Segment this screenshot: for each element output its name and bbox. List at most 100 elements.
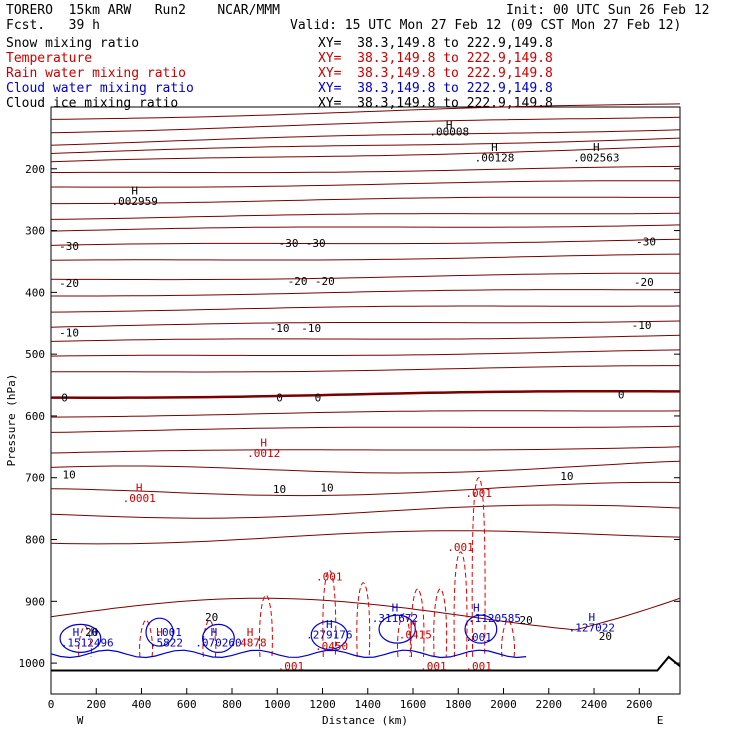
- legend-label: Rain water mixing ratio: [6, 66, 187, 81]
- y-tick-label: 700: [25, 472, 45, 485]
- temperature-label: -30: [636, 236, 656, 249]
- extremum-label: H: [136, 482, 143, 495]
- extremum-label: .1512496: [61, 637, 114, 650]
- temperature-isoline: [50, 349, 681, 357]
- temperature-isoline: [51, 180, 680, 188]
- rain-water-contour: [77, 625, 92, 658]
- extremum-label: H: [491, 141, 498, 154]
- extremum-label: .311672: [372, 612, 418, 625]
- temperature-label: 0: [276, 391, 283, 404]
- x-tick-label: 2600: [626, 698, 653, 711]
- x-tick-label: 1800: [445, 698, 472, 711]
- extremum-label: .0450: [315, 640, 348, 653]
- x-tick-label: 2400: [581, 698, 608, 711]
- temperature-isoline: [51, 289, 680, 297]
- extremum-label: .001: [155, 626, 182, 639]
- temperature-isoline: [50, 116, 681, 134]
- y-axis-label: Pressure (hPa): [5, 374, 18, 467]
- y-tick-label: 500: [25, 348, 45, 361]
- x-tick-label: 1400: [355, 698, 382, 711]
- y-tick-label: 1000: [19, 657, 46, 670]
- temperature-isoline-20: [50, 597, 681, 631]
- extremum-label: H: [410, 618, 417, 631]
- temperature-isoline: [51, 165, 681, 174]
- extremum-label: .0001: [123, 492, 156, 505]
- contour-labels: -30 -30 -30 -30 -20 -20 -20 -20 -10 -10 -10 -10 0 0 0 0…: [59, 118, 656, 673]
- cloud-water-contour: [464, 614, 498, 644]
- rain-water-contour: [471, 477, 486, 657]
- temperature-label: 0: [315, 391, 322, 404]
- temperature-label: -10: [59, 327, 79, 340]
- temperature-isoline: [51, 365, 680, 373]
- temperature-isoline: [50, 504, 681, 519]
- legend-label: Temperature: [6, 51, 93, 66]
- temperature-label: 20: [85, 626, 98, 639]
- extremum-label: H: [593, 141, 600, 154]
- temperature-isoline: [50, 446, 681, 454]
- extremum-label: .4878: [234, 637, 267, 650]
- x-tick-label: 1600: [400, 698, 427, 711]
- temperature-label: -30: [306, 237, 326, 250]
- temperature-isoline: [50, 272, 680, 281]
- valid-time: Valid: 15 UTC Mon 27 Feb 12 (09 CST Mon …: [290, 18, 682, 33]
- extremum-label: .001: [465, 487, 492, 500]
- temperature-contours: [50, 103, 681, 631]
- x-tick-label: 800: [222, 698, 242, 711]
- x-tick-label: 200: [86, 698, 106, 711]
- temperature-isoline: [50, 410, 681, 418]
- temperature-label: -20: [288, 275, 308, 288]
- extremum-label: H: [446, 118, 453, 131]
- extremum-label: H: [588, 611, 595, 624]
- extremum-label: .00128: [475, 152, 515, 165]
- temperature-label: 20: [205, 611, 218, 624]
- extremum-label: .002563: [573, 152, 619, 165]
- x-tick-label: 1200: [309, 698, 336, 711]
- extremum-label: .0012: [247, 447, 280, 460]
- x-tick-label: 2000: [490, 698, 517, 711]
- extremum-label: .001: [465, 660, 492, 673]
- legend-xy: XY= 38.3,149.8 to 222.9,149.8: [318, 66, 553, 81]
- temperature-isoline: [50, 129, 681, 146]
- extremum-label: .127022: [569, 621, 615, 634]
- rain-water-contour: [453, 551, 468, 657]
- legend-xy: XY= 38.3,149.8 to 222.9,149.8: [318, 51, 553, 66]
- x-tick-label: 400: [132, 698, 152, 711]
- y-tick-label: 200: [25, 163, 45, 176]
- extremum-label: .5822: [150, 637, 183, 650]
- extremum-label: H: [211, 626, 218, 639]
- east-label: E: [657, 714, 664, 727]
- legend-label: Cloud water mixing ratio: [6, 81, 194, 96]
- x-tick-label: 600: [177, 698, 197, 711]
- temperature-isoline: [50, 137, 681, 154]
- extremum-label: .001: [465, 631, 492, 644]
- init-time: Init: 00 UTC Sun 26 Feb 12: [506, 3, 710, 18]
- y-tick-label: 900: [25, 595, 45, 608]
- cloud-water-contour: [310, 620, 348, 650]
- cloud-water-contour: [145, 617, 174, 647]
- extremum-label: H: [392, 601, 399, 614]
- cloud-water-contours: [50, 614, 527, 659]
- extremum-label: H: [91, 626, 98, 639]
- cloud-water-contour: [50, 649, 527, 659]
- y-tick-label: 400: [25, 286, 45, 299]
- x-axis-label: Distance (km): [322, 714, 408, 727]
- extremum-label: H: [473, 601, 480, 614]
- extremum-label: .070260: [195, 637, 241, 650]
- extremum-label: H: [326, 618, 333, 631]
- temperature-label: 20: [599, 630, 612, 643]
- temperature-isoline: [50, 305, 681, 313]
- model-title: TORERO 15km ARW Run2 NCAR/MMM: [6, 3, 280, 18]
- temperature-isoline: [50, 425, 681, 433]
- extremum-label: H: [260, 437, 267, 450]
- temperature-label: -30: [59, 240, 79, 253]
- cloud-water-contour: [201, 623, 235, 653]
- temperature-label: 0: [61, 391, 68, 404]
- terrain-line: [51, 655, 681, 672]
- plot-frame: [50, 106, 681, 695]
- temperature-label: 10: [320, 482, 333, 495]
- extremum-label: .002959: [112, 195, 158, 208]
- extremum-label: H: [156, 626, 163, 639]
- legend-xy: XY= 38.3,149.8 to 222.9,149.8: [318, 36, 553, 51]
- temperature-isoline: [50, 103, 681, 120]
